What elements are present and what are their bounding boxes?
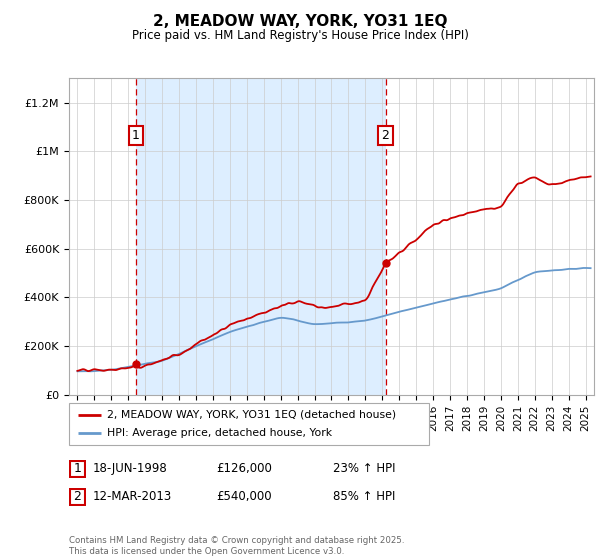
Text: Contains HM Land Registry data © Crown copyright and database right 2025.
This d: Contains HM Land Registry data © Crown c… <box>69 536 404 556</box>
Text: £126,000: £126,000 <box>216 462 272 475</box>
Text: 2, MEADOW WAY, YORK, YO31 1EQ (detached house): 2, MEADOW WAY, YORK, YO31 1EQ (detached … <box>107 410 396 420</box>
Text: 2: 2 <box>382 129 389 142</box>
Point <box>131 360 141 368</box>
Point <box>381 259 391 268</box>
Text: 1: 1 <box>132 129 140 142</box>
Text: 23% ↑ HPI: 23% ↑ HPI <box>333 462 395 475</box>
Text: 2: 2 <box>73 490 82 503</box>
Text: Price paid vs. HM Land Registry's House Price Index (HPI): Price paid vs. HM Land Registry's House … <box>131 29 469 42</box>
FancyBboxPatch shape <box>70 489 85 505</box>
Text: 18-JUN-1998: 18-JUN-1998 <box>93 462 168 475</box>
Text: HPI: Average price, detached house, York: HPI: Average price, detached house, York <box>107 428 332 438</box>
Bar <box>136 78 386 395</box>
FancyBboxPatch shape <box>69 403 429 445</box>
Text: 85% ↑ HPI: 85% ↑ HPI <box>333 490 395 503</box>
Text: 12-MAR-2013: 12-MAR-2013 <box>93 490 172 503</box>
FancyBboxPatch shape <box>70 461 85 477</box>
Text: 2, MEADOW WAY, YORK, YO31 1EQ: 2, MEADOW WAY, YORK, YO31 1EQ <box>153 14 447 29</box>
Text: £540,000: £540,000 <box>216 490 272 503</box>
Text: 1: 1 <box>73 462 82 475</box>
